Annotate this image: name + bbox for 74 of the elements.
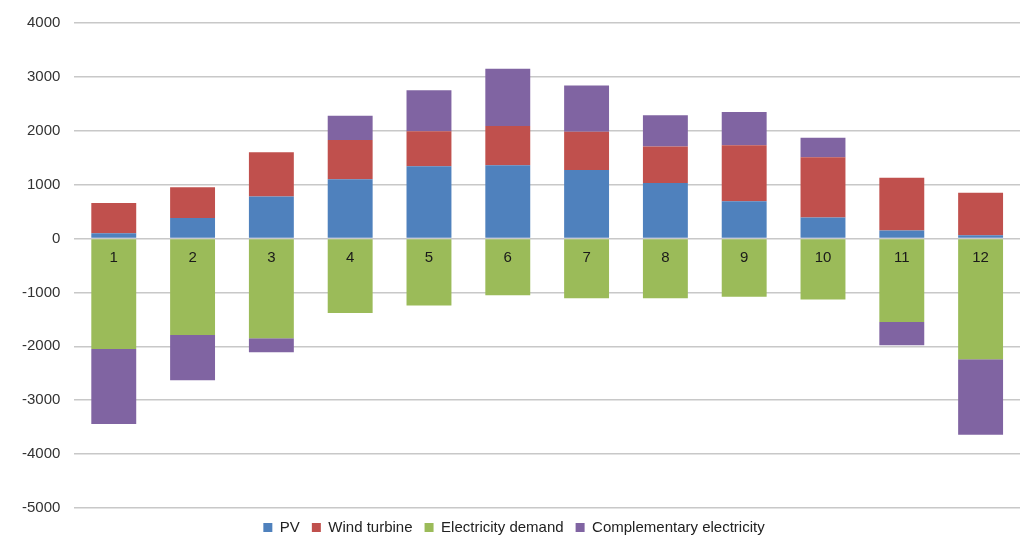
x-tick-label: 10	[814, 248, 832, 266]
bar	[248, 152, 294, 197]
bar	[327, 179, 373, 238]
bar	[406, 239, 452, 306]
x-tick-label: 1	[109, 248, 118, 266]
bar	[879, 322, 925, 346]
bar	[800, 157, 846, 218]
bar	[958, 359, 1004, 435]
bar	[170, 187, 216, 219]
x-tick-label: 11	[894, 248, 910, 266]
bar	[958, 235, 1004, 238]
x-tick-label: 5	[424, 248, 434, 266]
bar	[485, 125, 531, 166]
y-tick-label: 1000	[26, 174, 61, 192]
x-tick-label: 9	[740, 248, 749, 266]
y-tick-label: -4000	[21, 444, 61, 462]
legend-label: Electricity demand	[441, 517, 564, 535]
bar	[327, 139, 373, 180]
bar	[91, 233, 137, 238]
x-tick-label: 3	[267, 248, 276, 266]
bar	[91, 349, 137, 424]
bar	[879, 239, 925, 323]
bar	[879, 177, 925, 231]
bar	[485, 165, 531, 238]
bar	[327, 239, 373, 313]
x-tick-label: 7	[582, 248, 591, 266]
bar	[564, 85, 610, 132]
bar	[564, 131, 610, 171]
bar	[958, 239, 1004, 360]
bar	[248, 239, 294, 339]
legend-label: Complementary electricity	[592, 517, 766, 535]
bar	[170, 218, 216, 238]
legend-label: PV	[279, 517, 300, 535]
bar	[721, 111, 767, 146]
y-tick-label: 4000	[26, 13, 61, 31]
bar	[800, 217, 846, 238]
bar	[564, 170, 610, 238]
y-tick-label: 0	[52, 228, 61, 246]
bar	[800, 137, 846, 158]
x-tick-label: 12	[972, 248, 989, 266]
bar	[721, 145, 767, 202]
x-tick-label: 6	[503, 248, 512, 266]
bar	[642, 115, 688, 147]
bar	[721, 201, 767, 238]
bar	[406, 166, 452, 238]
y-tick-label: -2000	[21, 336, 61, 354]
bar	[170, 335, 216, 381]
bar	[485, 239, 531, 296]
y-tick-label: 2000	[26, 120, 61, 138]
bar	[91, 239, 137, 350]
bar	[642, 239, 688, 299]
bar	[406, 131, 452, 167]
bar	[721, 239, 767, 297]
bar	[248, 196, 294, 238]
bar	[248, 338, 294, 353]
bar	[642, 146, 688, 184]
y-tick-label: 3000	[26, 67, 61, 85]
bar	[800, 239, 846, 300]
bar	[406, 90, 452, 132]
y-tick-label: -3000	[21, 390, 61, 408]
bar	[564, 239, 610, 299]
y-tick-label: -1000	[21, 282, 61, 300]
bar	[327, 115, 373, 140]
bar	[91, 202, 137, 234]
x-tick-label: 8	[661, 248, 670, 266]
bar	[485, 68, 531, 126]
bar	[170, 239, 216, 336]
x-tick-label: 2	[188, 248, 197, 266]
bar	[958, 192, 1004, 236]
x-tick-label: 4	[346, 248, 355, 266]
legend-label: Wind turbine	[328, 517, 413, 535]
bar	[642, 183, 688, 238]
y-tick-label: -5000	[21, 498, 61, 516]
bar	[879, 230, 925, 238]
